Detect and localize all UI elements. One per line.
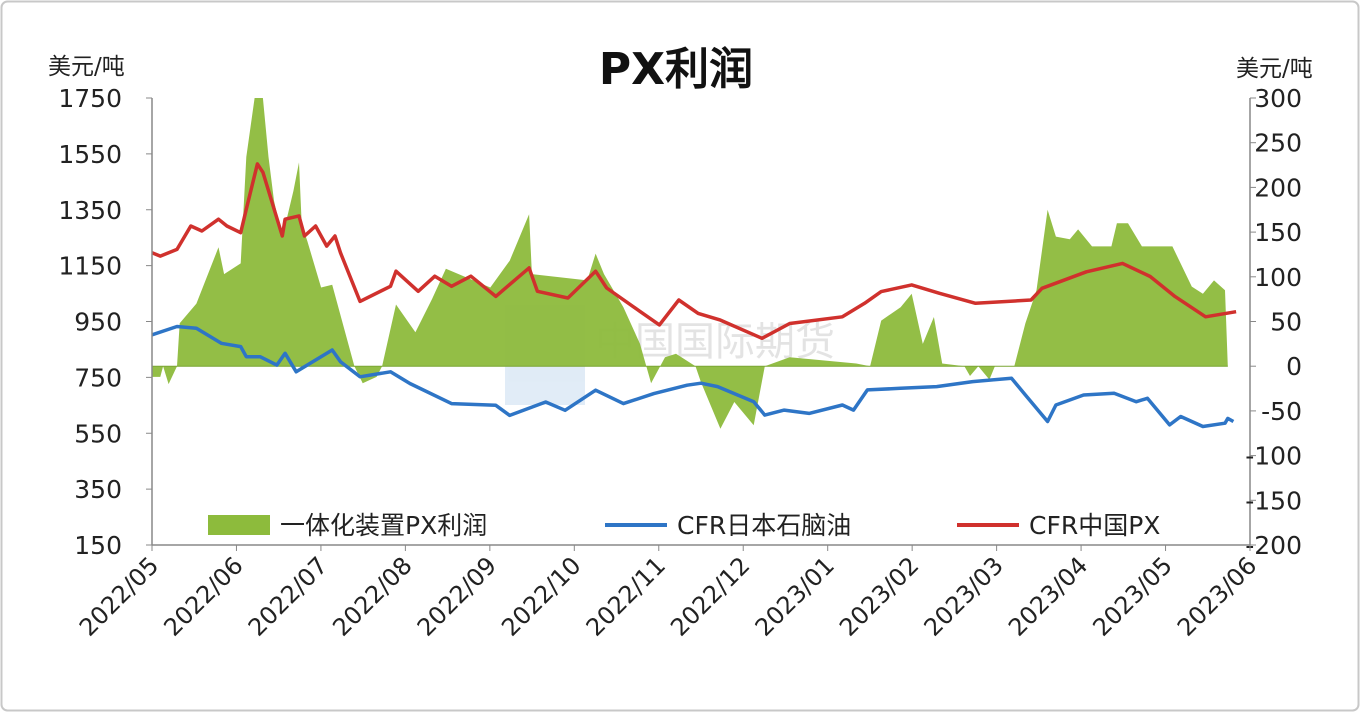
- left-axis-unit: 美元/吨: [48, 54, 125, 80]
- legend: 一体化装置PX利润 CFR日本石脑油 CFR中国PX: [208, 511, 1160, 540]
- right-tick-label: 200: [1254, 173, 1302, 202]
- chart-title: PX利润: [599, 44, 753, 95]
- left-tick-label: 150: [74, 531, 122, 560]
- right-tick-label: 50: [1270, 308, 1302, 337]
- left-tick-label: 1550: [58, 140, 122, 169]
- right-tick-label: -100: [1245, 442, 1302, 471]
- right-axis-unit: 美元/吨: [1236, 56, 1313, 82]
- legend-label-profit: 一体化装置PX利润: [280, 511, 487, 540]
- right-tick-label: -200: [1245, 531, 1302, 560]
- series-layer: [152, 98, 1237, 429]
- right-tick-label: 150: [1254, 218, 1302, 247]
- right-tick-label: 100: [1254, 263, 1302, 292]
- series-0: [152, 98, 1228, 429]
- right-tick-label: -150: [1245, 486, 1302, 515]
- right-tick-label: 250: [1254, 129, 1302, 158]
- right-tick-label: 300: [1254, 84, 1302, 113]
- left-tick-label: 1150: [58, 252, 122, 281]
- legend-label-px: CFR中国PX: [1029, 511, 1160, 540]
- series-2: [152, 162, 1237, 341]
- px-price-line: [152, 162, 1237, 341]
- left-tick-label: 350: [74, 475, 122, 504]
- legend-swatch-profit: [208, 515, 270, 535]
- naphtha-line: [152, 324, 1235, 429]
- legend-label-naphtha: CFR日本石脑油: [677, 511, 851, 540]
- left-tick-label: 1350: [58, 196, 122, 225]
- left-tick-label: 950: [74, 308, 122, 337]
- right-tick-label: -50: [1261, 397, 1302, 426]
- profit-area: [152, 98, 1228, 429]
- right-tick-label: 0: [1286, 352, 1302, 381]
- left-tick-label: 1750: [58, 84, 122, 113]
- left-tick-label: 550: [74, 419, 122, 448]
- left-tick-label: 750: [74, 363, 122, 392]
- series-1: [152, 324, 1235, 429]
